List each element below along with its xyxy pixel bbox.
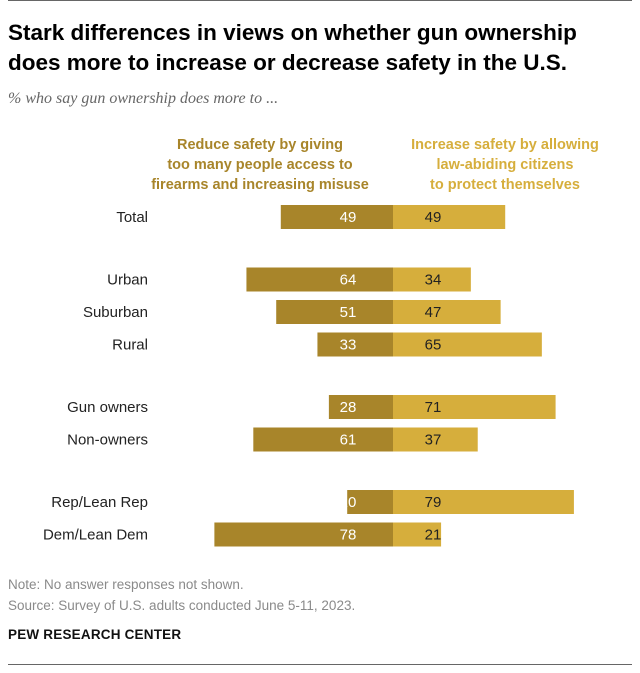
top-rule: [8, 0, 632, 1]
bar-reduce-rep-lean-rep: [347, 490, 393, 514]
category-label-suburban: Suburban: [83, 304, 148, 321]
value-label-reduce-rural: 33: [340, 337, 357, 354]
diverging-bar-chart: Total 49 49 Urban 64 34 Suburban 51 47 Rural 33 65 G…: [43, 205, 574, 547]
bar-increase-dem-lean-dem: [393, 522, 442, 547]
category-label-dem-lean-dem: Dem/Lean Dem: [43, 527, 148, 544]
pew-research-center-logo: PEW RESEARCH CENTER: [8, 627, 182, 642]
source: Source: Survey of U.S. adults conducted …: [8, 598, 356, 613]
bar-increase-total: [393, 205, 506, 229]
value-label-reduce-suburban: 51: [340, 304, 357, 321]
bar-increase-rural: [393, 332, 542, 357]
value-label-reduce-urban: 64: [340, 272, 357, 289]
note: Note: No answer responses not shown.: [8, 577, 244, 592]
value-label-increase-rural: 65: [425, 337, 442, 354]
bar-reduce-rural: [317, 332, 393, 357]
value-label-increase-non-owners: 37: [425, 432, 442, 449]
bar-increase-suburban: [393, 300, 501, 324]
value-label-increase-gun-owners: 71: [425, 399, 442, 416]
bar-reduce-total: [280, 205, 393, 229]
bar-reduce-non-owners: [253, 427, 393, 452]
chart-subtitle: % who say gun ownership does more to ...: [8, 90, 279, 107]
value-label-reduce-total: 49: [340, 209, 357, 226]
bar-increase-urban: [393, 267, 471, 292]
bottom-rule: [8, 664, 632, 665]
chart-title: Stark differences in views on whether gu…: [8, 20, 577, 75]
bar-reduce-gun-owners: [328, 395, 393, 419]
value-label-increase-total: 49: [425, 209, 442, 226]
bar-increase-gun-owners: [393, 395, 556, 419]
category-label-non-owners: Non-owners: [67, 432, 148, 449]
value-label-reduce-non-owners: 61: [340, 432, 357, 449]
bar-increase-rep-lean-rep: [393, 490, 574, 514]
legend-increase: Increase safety by allowing law-abiding c…: [411, 137, 599, 193]
value-label-reduce-gun-owners: 28: [340, 399, 357, 416]
value-label-increase-urban: 34: [425, 272, 442, 289]
category-label-urban: Urban: [107, 272, 148, 289]
bar-reduce-urban: [246, 267, 393, 292]
category-label-total: Total: [116, 209, 148, 226]
category-label-rep-lean-rep: Rep/Lean Rep: [51, 494, 148, 511]
bar-reduce-suburban: [276, 300, 393, 324]
value-label-increase-suburban: 47: [425, 304, 442, 321]
category-label-gun-owners: Gun owners: [67, 399, 148, 416]
legend-reduce: Reduce safety by giving too many people a…: [151, 137, 369, 193]
value-label-increase-rep-lean-rep: 79: [425, 494, 442, 511]
bar-reduce-dem-lean-dem: [214, 522, 393, 547]
bar-increase-non-owners: [393, 427, 478, 452]
value-label-reduce-dem-lean-dem: 78: [340, 527, 357, 544]
value-label-increase-dem-lean-dem: 21: [425, 527, 442, 544]
value-label-reduce-rep-lean-rep: 20: [340, 494, 357, 511]
category-label-rural: Rural: [112, 337, 148, 354]
